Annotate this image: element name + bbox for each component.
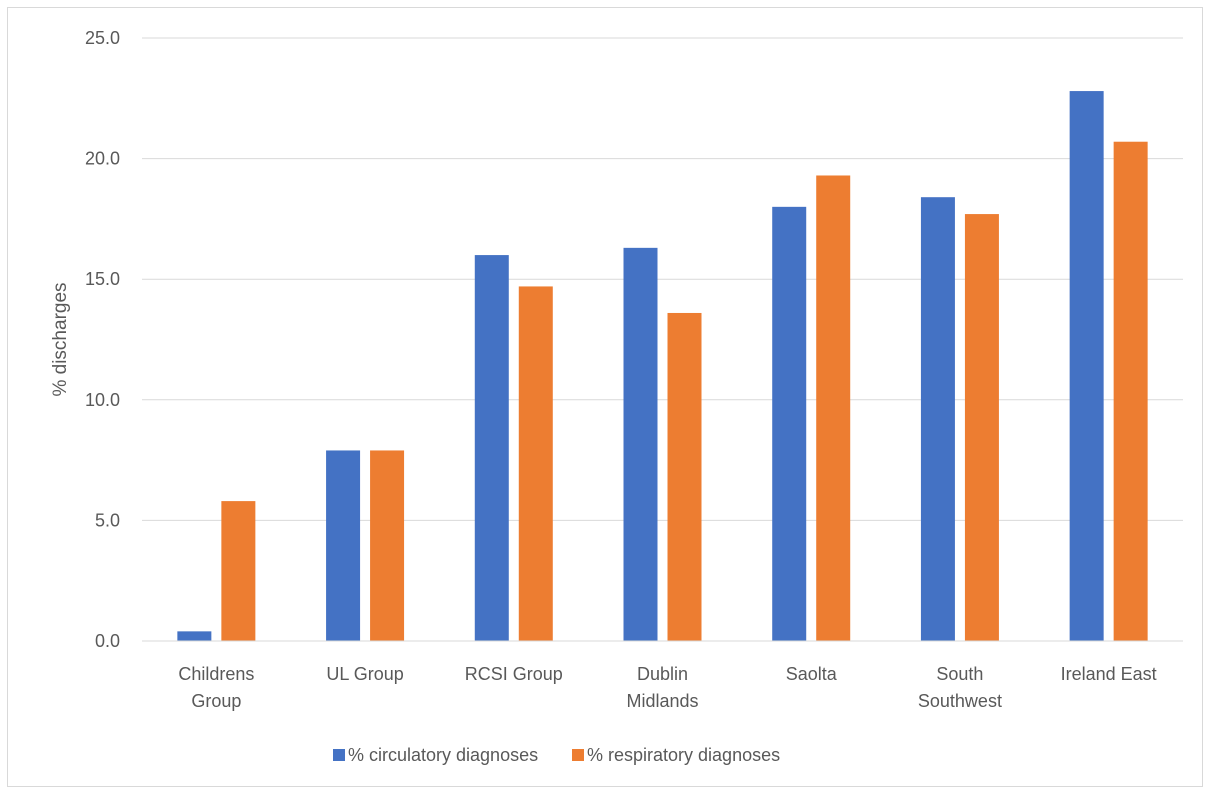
- bar-respiratory: [816, 175, 851, 641]
- bar-circulatory: [177, 631, 212, 641]
- legend-label: % respiratory diagnoses: [587, 745, 780, 765]
- legend-label: % circulatory diagnoses: [348, 745, 538, 765]
- x-category-label: Childrens: [178, 664, 254, 684]
- y-axis-title: % discharges: [50, 282, 71, 396]
- x-category-label: Dublin: [637, 664, 688, 684]
- legend: % circulatory diagnoses % respiratory dia…: [333, 745, 780, 765]
- bars: [177, 91, 1148, 642]
- bar-respiratory: [1113, 141, 1148, 641]
- x-category-label: UL Group: [326, 664, 403, 684]
- bar-respiratory: [221, 501, 256, 641]
- y-tick-label: 25.0: [85, 28, 120, 48]
- x-category-label: Saolta: [786, 664, 838, 684]
- y-tick-label: 0.0: [95, 631, 120, 651]
- bar-circulatory: [623, 247, 658, 641]
- x-category-label: Group: [191, 691, 241, 711]
- bar-respiratory: [667, 312, 702, 641]
- y-tick-label: 15.0: [85, 269, 120, 289]
- y-axis-ticks: 0.0 5.0 10.0 15.0 20.0 25.0: [85, 28, 120, 651]
- x-category-label: Southwest: [918, 691, 1002, 711]
- bar-circulatory: [772, 206, 807, 641]
- bar-circulatory: [920, 197, 955, 641]
- y-tick-label: 20.0: [85, 149, 120, 169]
- legend-swatch: [333, 749, 345, 761]
- bar-respiratory: [964, 214, 999, 642]
- x-category-label: Midlands: [626, 691, 698, 711]
- bar-circulatory: [474, 255, 509, 641]
- gridlines: [142, 37, 1183, 521]
- bar-respiratory: [518, 286, 553, 641]
- x-category-label: South: [936, 664, 983, 684]
- x-category-label: Ireland East: [1061, 664, 1157, 684]
- x-category-label: RCSI Group: [465, 664, 563, 684]
- chart-frame: [7, 7, 1203, 787]
- legend-swatch: [572, 749, 584, 761]
- x-axis-categories: Childrens Group UL Group RCSI Group Dublin Mi…: [178, 664, 1156, 711]
- bar-circulatory: [1069, 91, 1104, 641]
- y-tick-label: 10.0: [85, 390, 120, 410]
- bar-respiratory: [370, 450, 405, 641]
- y-tick-label: 5.0: [95, 510, 120, 530]
- bar-circulatory: [326, 450, 361, 641]
